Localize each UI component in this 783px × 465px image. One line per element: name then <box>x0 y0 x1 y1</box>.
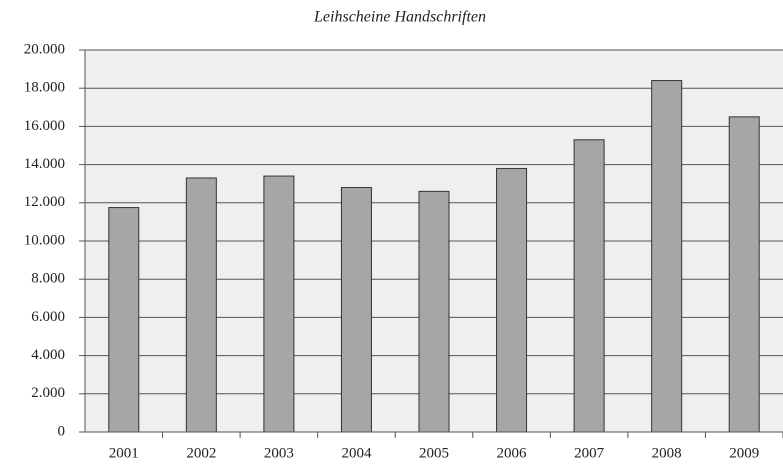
y-tick-label: 8.000 <box>31 271 65 287</box>
bar <box>185 177 217 433</box>
bar <box>108 207 140 433</box>
bar <box>340 187 372 433</box>
x-tick-label: 2003 <box>264 445 294 461</box>
y-tick-label: 6.000 <box>31 309 65 325</box>
x-tick-label: 2004 <box>341 445 372 461</box>
bar <box>496 167 528 433</box>
bar <box>573 139 605 433</box>
x-tick-label: 2006 <box>497 445 528 461</box>
y-tick-label: 20.000 <box>24 41 65 57</box>
y-tick-label: 16.000 <box>24 118 65 134</box>
bar <box>728 116 760 433</box>
x-tick-label: 2007 <box>574 445 605 461</box>
y-tick-label: 0 <box>58 423 66 439</box>
x-tick-label: 2005 <box>419 445 449 461</box>
y-tick-label: 4.000 <box>31 347 65 363</box>
bar <box>418 190 450 433</box>
y-tick-label: 14.000 <box>24 156 65 172</box>
x-tick-label: 2009 <box>729 445 759 461</box>
y-tick-label: 10.000 <box>24 232 65 248</box>
y-tick-label: 12.000 <box>24 194 65 210</box>
x-tick-label: 2002 <box>186 445 216 461</box>
y-tick-label: 18.000 <box>24 80 65 96</box>
x-tick-label: 2001 <box>109 445 139 461</box>
x-tick-label: 2008 <box>652 445 682 461</box>
bar <box>263 175 295 433</box>
bar <box>651 80 683 433</box>
y-tick-label: 2.000 <box>31 385 65 401</box>
chart-title: Leihscheine Handschriften <box>313 9 486 26</box>
